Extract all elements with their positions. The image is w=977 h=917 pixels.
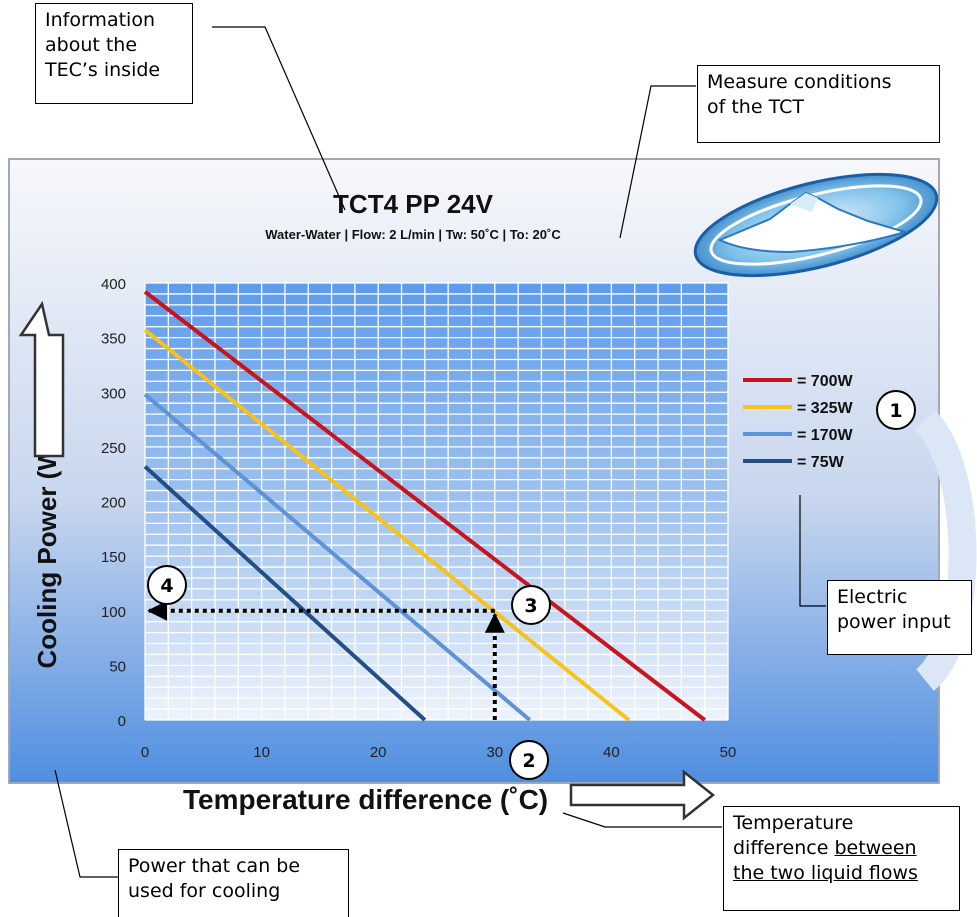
callout-line-underlined: the two liquid flows (733, 862, 918, 884)
callout-measure-conditions: Measure conditions of the TCT (697, 65, 940, 143)
y-tick-label: 50 (109, 658, 126, 675)
up-arrow-icon (18, 300, 65, 458)
legend-label: = 170W (797, 427, 853, 444)
x-axis-label: Temperature difference (˚C) (183, 784, 548, 815)
x-axis-ticks: 0 10 20 30 40 50 (141, 744, 737, 761)
y-tick-label: 200 (101, 495, 126, 512)
x-tick-label: 30 (486, 744, 503, 761)
svg-text:3: 3 (524, 595, 537, 617)
marker-1: 1 (876, 390, 916, 430)
callout-line: used for cooling (128, 880, 281, 902)
series-line-3 (143, 392, 532, 722)
callout-electric-input: Electric power input (827, 580, 972, 655)
chart-title: TCT4 PP 24V (333, 189, 494, 219)
y-tick-label: 400 (101, 276, 126, 293)
legend-label: = 75W (797, 454, 845, 471)
x-tick-label: 20 (370, 744, 387, 761)
series-line-1 (143, 290, 706, 722)
callout-line: Power that can be (128, 855, 301, 877)
callout-line: Measure conditions (707, 71, 892, 93)
leader-temp-difference (562, 812, 722, 828)
callout-line: of the TCT (707, 96, 804, 118)
leader-measure-conditions (619, 85, 696, 239)
x-tick-label: 10 (253, 744, 270, 761)
x-tick-label: 0 (141, 744, 149, 761)
callout-line: Temperature (733, 812, 854, 834)
svg-text:2: 2 (522, 750, 535, 772)
marker-4: 4 (147, 565, 187, 605)
callout-line: Electric (837, 586, 908, 608)
callout-temp-difference: Temperature difference between the two l… (723, 806, 960, 911)
chart-subtitle: Water-Water | Flow: 2 L/min | Tw: 50˚C |… (265, 227, 561, 242)
marker-2: 2 (509, 740, 549, 780)
legend-label: = 325W (797, 400, 853, 417)
mountain-logo-icon (693, 172, 939, 278)
x-tick-label: 50 (720, 744, 737, 761)
svg-text:1: 1 (889, 400, 902, 422)
callout-cooling-power: Power that can be used for cooling (118, 849, 349, 917)
svg-text:4: 4 (160, 575, 173, 597)
callout-line: power input (837, 611, 951, 633)
callout-line: difference between (733, 836, 950, 861)
y-tick-label: 100 (101, 604, 126, 621)
callout-word-underlined: between (834, 837, 917, 859)
x-tick-label: 40 (603, 744, 620, 761)
y-tick-label: 150 (101, 549, 126, 566)
callout-line: about the (45, 34, 138, 56)
callout-inside-info: Information about the TEC’s inside (35, 3, 193, 104)
leader-electric-input (799, 495, 826, 607)
chart-series (143, 290, 706, 722)
series-line-2 (143, 328, 631, 722)
y-tick-label: 350 (101, 331, 126, 348)
legend-label: = 700W (797, 373, 853, 390)
marker-3: 3 (511, 585, 551, 625)
y-tick-label: 250 (101, 440, 126, 457)
callout-word: difference (733, 837, 829, 859)
y-tick-label: 0 (118, 713, 126, 730)
y-axis-label: Cooling Power (W) (32, 437, 62, 668)
callout-line: TEC’s inside (45, 59, 161, 81)
leader-cooling-power (54, 769, 118, 878)
chart-legend: = 700W = 325W = 170W = 75W (743, 373, 853, 471)
y-tick-label: 300 (101, 385, 126, 402)
background-arc (914, 410, 977, 691)
chart-grid (144, 282, 729, 721)
leader-inside-info (212, 26, 346, 211)
y-axis-ticks: 0 50 100 150 200 250 300 350 400 (101, 276, 126, 730)
series-line-4 (143, 465, 427, 722)
callout-line: Information (45, 9, 155, 31)
right-arrow-icon (569, 769, 716, 821)
